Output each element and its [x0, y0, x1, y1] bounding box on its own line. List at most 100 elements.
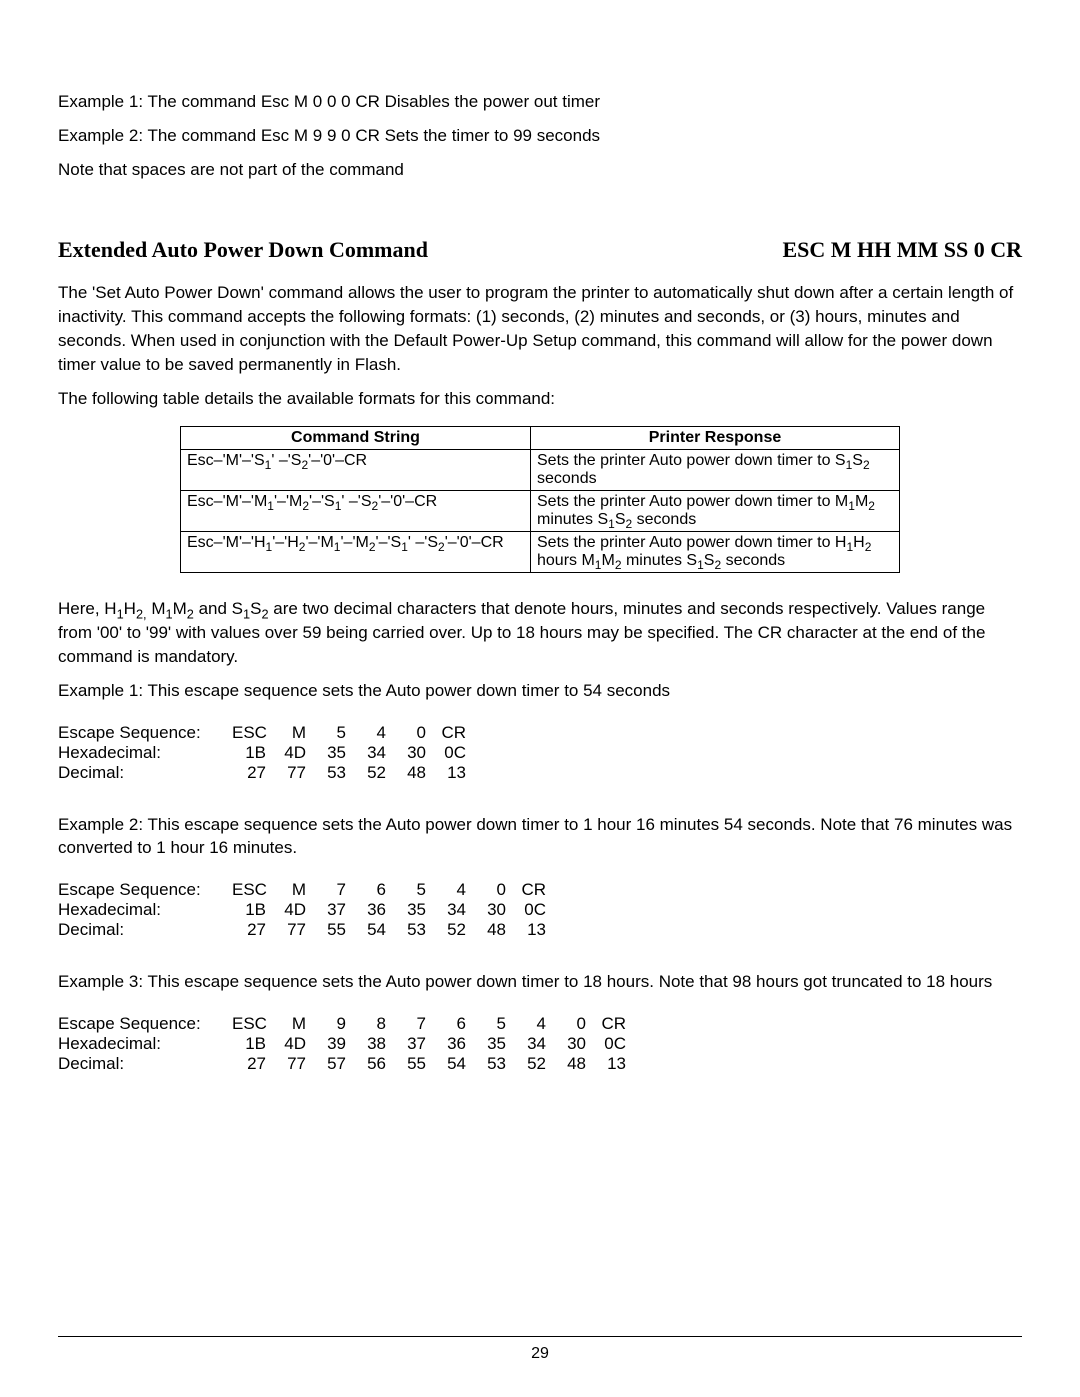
sequence-row: Escape Sequence:ESCM540CR	[58, 723, 1022, 743]
table-cell-resp: Sets the printer Auto power down timer t…	[531, 532, 900, 573]
sequence-cell: 54	[352, 920, 392, 940]
sequence-cells: 1B4D37363534300C	[232, 900, 552, 920]
desc-paragraph-1: The 'Set Auto Power Down' command allows…	[58, 281, 1022, 376]
sequence-cell: 77	[272, 763, 312, 783]
intro-example-2: Example 2: The command Esc M 9 9 0 CR Se…	[58, 124, 1022, 148]
table-cell-resp: Sets the printer Auto power down timer t…	[531, 450, 900, 491]
sequence-row: Hexadecimal:1B4D37363534300C	[58, 900, 1022, 920]
sequence-cell: 37	[312, 900, 352, 920]
sequence-cells: ESCM9876540CR	[232, 1014, 632, 1034]
sequence-label: Decimal:	[58, 763, 232, 783]
example-1-title: Example 1: This escape sequence sets the…	[58, 679, 1022, 703]
example-3-title: Example 3: This escape sequence sets the…	[58, 970, 1022, 994]
sequence-cell: 53	[312, 763, 352, 783]
sequence-cell: 4	[432, 880, 472, 900]
footer-rule	[58, 1336, 1022, 1337]
sequence-cell: 13	[512, 920, 552, 940]
sequence-cell: 4D	[272, 743, 312, 763]
sequence-cell: 0	[552, 1014, 592, 1034]
desc-paragraph-2: The following table details the availabl…	[58, 387, 1022, 411]
sequence-cell: 13	[592, 1054, 632, 1074]
sequence-cell: 48	[392, 763, 432, 783]
command-table: Command String Printer Response Esc–'M'–…	[180, 426, 900, 573]
sequence-cells: 1B4D3534300C	[232, 743, 472, 763]
example-1-sequence: Escape Sequence:ESCM540CRHexadecimal:1B4…	[58, 723, 1022, 783]
sequence-label: Decimal:	[58, 1054, 232, 1074]
sequence-cell: CR	[432, 723, 472, 743]
sequence-cell: 30	[472, 900, 512, 920]
page-number: 29	[0, 1345, 1080, 1363]
table-header-cmd: Command String	[181, 427, 531, 450]
sequence-cell: 5	[472, 1014, 512, 1034]
sequence-cell: 77	[272, 920, 312, 940]
sequence-cell: ESC	[232, 723, 272, 743]
sequence-cell: CR	[592, 1014, 632, 1034]
sequence-label: Escape Sequence:	[58, 723, 232, 743]
sequence-cell: 27	[232, 763, 272, 783]
sequence-cell: 30	[392, 743, 432, 763]
sequence-label: Escape Sequence:	[58, 880, 232, 900]
sequence-cell: 1B	[232, 743, 272, 763]
sequence-cells: 2777555453524813	[232, 920, 552, 940]
sequence-cell: 34	[512, 1034, 552, 1054]
after-table-paragraph: Here, H1H2, M1M2 and S1S2 are two decima…	[58, 597, 1022, 668]
sequence-cell: 6	[432, 1014, 472, 1034]
sequence-cell: 9	[312, 1014, 352, 1034]
sequence-row: Escape Sequence:ESCM9876540CR	[58, 1014, 1022, 1034]
sequence-cell: 35	[392, 900, 432, 920]
sequence-cells: 1B4D393837363534300C	[232, 1034, 632, 1054]
table-cell-cmd: Esc–'M'–'M1'–'M2'–'S1' –'S2'–'0'–CR	[181, 491, 531, 532]
sequence-row: Hexadecimal:1B4D393837363534300C	[58, 1034, 1022, 1054]
sequence-cell: 6	[352, 880, 392, 900]
page: Example 1: The command Esc M 0 0 0 CR Di…	[0, 0, 1080, 1397]
sequence-cell: 27	[232, 920, 272, 940]
sequence-cell: 1B	[232, 900, 272, 920]
sequence-cell: 4D	[272, 1034, 312, 1054]
sequence-cell: M	[272, 723, 312, 743]
sequence-row: Hexadecimal:1B4D3534300C	[58, 743, 1022, 763]
table-row: Esc–'M'–'H1'–'H2'–'M1'–'M2'–'S1' –'S2'–'…	[181, 532, 900, 573]
table-cell-cmd: Esc–'M'–'S1' –'S2'–'0'–CR	[181, 450, 531, 491]
sequence-cell: 36	[352, 900, 392, 920]
sequence-cell: 52	[432, 920, 472, 940]
table-cell-resp: Sets the printer Auto power down timer t…	[531, 491, 900, 532]
sequence-cell: 5	[312, 723, 352, 743]
sequence-cell: 0C	[592, 1034, 632, 1054]
example-2-title: Example 2: This escape sequence sets the…	[58, 813, 1022, 861]
sequence-cell: 55	[392, 1054, 432, 1074]
sequence-cell: 52	[352, 763, 392, 783]
sequence-label: Hexadecimal:	[58, 900, 232, 920]
table-row: Esc–'M'–'M1'–'M2'–'S1' –'S2'–'0'–CRSets …	[181, 491, 900, 532]
section-heading-right: ESC M HH MM SS 0 CR	[782, 237, 1022, 263]
sequence-cell: 53	[472, 1054, 512, 1074]
sequence-cell: 7	[392, 1014, 432, 1034]
sequence-cell: M	[272, 880, 312, 900]
table-header-resp: Printer Response	[531, 427, 900, 450]
sequence-cell: 7	[312, 880, 352, 900]
table-cell-cmd: Esc–'M'–'H1'–'H2'–'M1'–'M2'–'S1' –'S2'–'…	[181, 532, 531, 573]
sequence-cell: 37	[392, 1034, 432, 1054]
sequence-cells: 27775756555453524813	[232, 1054, 632, 1074]
sequence-label: Escape Sequence:	[58, 1014, 232, 1034]
sequence-cell: 34	[432, 900, 472, 920]
sequence-cell: 77	[272, 1054, 312, 1074]
table-row: Esc–'M'–'S1' –'S2'–'0'–CRSets the printe…	[181, 450, 900, 491]
sequence-cell: 30	[552, 1034, 592, 1054]
sequence-label: Decimal:	[58, 920, 232, 940]
sequence-cell: 56	[352, 1054, 392, 1074]
sequence-cell: 57	[312, 1054, 352, 1074]
sequence-cell: 0	[392, 723, 432, 743]
section-heading: Extended Auto Power Down Command ESC M H…	[58, 237, 1022, 263]
sequence-cell: 4	[512, 1014, 552, 1034]
sequence-cell: 0	[472, 880, 512, 900]
sequence-cell: 35	[472, 1034, 512, 1054]
sequence-cell: 53	[392, 920, 432, 940]
sequence-row: Decimal:2777555453524813	[58, 920, 1022, 940]
example-3-sequence: Escape Sequence:ESCM9876540CRHexadecimal…	[58, 1014, 1022, 1074]
sequence-cell: 1B	[232, 1034, 272, 1054]
section-heading-left: Extended Auto Power Down Command	[58, 237, 428, 263]
example-2-sequence: Escape Sequence:ESCM76540CRHexadecimal:1…	[58, 880, 1022, 940]
sequence-cell: 36	[432, 1034, 472, 1054]
sequence-cell: 5	[392, 880, 432, 900]
sequence-cell: 39	[312, 1034, 352, 1054]
